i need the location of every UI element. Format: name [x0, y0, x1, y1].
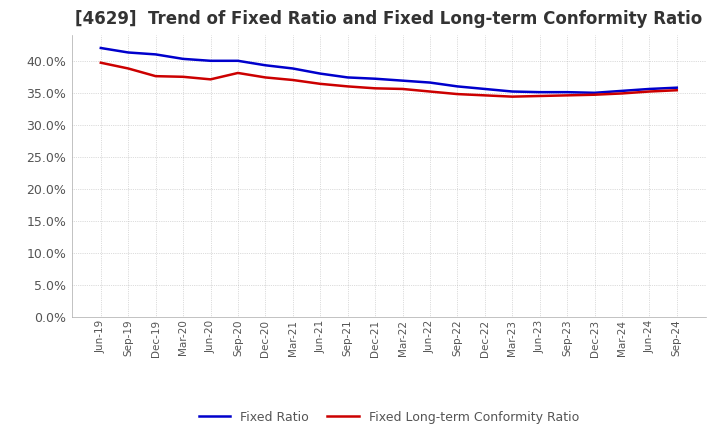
Fixed Long-term Conformity Ratio [179, 74, 187, 80]
Fixed Ratio [316, 71, 325, 76]
Fixed Long-term Conformity Ratio [426, 89, 434, 94]
Fixed Long-term Conformity Ratio [343, 84, 352, 89]
Fixed Ratio [206, 58, 215, 63]
Fixed Ratio [289, 66, 297, 71]
Fixed Ratio [590, 90, 599, 95]
Fixed Ratio [618, 88, 626, 94]
Fixed Ratio [371, 76, 379, 81]
Fixed Long-term Conformity Ratio [261, 75, 270, 80]
Fixed Long-term Conformity Ratio [151, 73, 160, 79]
Fixed Ratio [233, 58, 242, 63]
Fixed Ratio [96, 45, 105, 51]
Fixed Ratio [124, 50, 132, 55]
Fixed Long-term Conformity Ratio [398, 86, 407, 92]
Line: Fixed Long-term Conformity Ratio: Fixed Long-term Conformity Ratio [101, 63, 677, 97]
Fixed Long-term Conformity Ratio [96, 60, 105, 66]
Fixed Long-term Conformity Ratio [645, 89, 654, 94]
Fixed Ratio [508, 89, 516, 94]
Fixed Long-term Conformity Ratio [289, 77, 297, 83]
Fixed Ratio [563, 89, 572, 95]
Fixed Long-term Conformity Ratio [536, 93, 544, 99]
Fixed Long-term Conformity Ratio [233, 70, 242, 76]
Line: Fixed Ratio: Fixed Ratio [101, 48, 677, 93]
Fixed Long-term Conformity Ratio [563, 93, 572, 98]
Fixed Long-term Conformity Ratio [672, 88, 681, 93]
Fixed Long-term Conformity Ratio [590, 92, 599, 97]
Fixed Long-term Conformity Ratio [124, 66, 132, 71]
Fixed Long-term Conformity Ratio [371, 86, 379, 91]
Fixed Long-term Conformity Ratio [206, 77, 215, 82]
Legend: Fixed Ratio, Fixed Long-term Conformity Ratio: Fixed Ratio, Fixed Long-term Conformity … [194, 406, 584, 429]
Fixed Long-term Conformity Ratio [316, 81, 325, 87]
Fixed Ratio [343, 75, 352, 80]
Fixed Long-term Conformity Ratio [453, 92, 462, 97]
Title: [4629]  Trend of Fixed Ratio and Fixed Long-term Conformity Ratio: [4629] Trend of Fixed Ratio and Fixed Lo… [75, 10, 703, 28]
Fixed Long-term Conformity Ratio [508, 94, 516, 99]
Fixed Ratio [179, 56, 187, 62]
Fixed Long-term Conformity Ratio [618, 91, 626, 96]
Fixed Ratio [480, 86, 489, 92]
Fixed Ratio [645, 86, 654, 92]
Fixed Ratio [426, 80, 434, 85]
Fixed Long-term Conformity Ratio [480, 93, 489, 98]
Fixed Ratio [536, 89, 544, 95]
Fixed Ratio [261, 62, 270, 68]
Fixed Ratio [398, 78, 407, 83]
Fixed Ratio [453, 84, 462, 89]
Fixed Ratio [151, 52, 160, 57]
Fixed Ratio [672, 85, 681, 90]
